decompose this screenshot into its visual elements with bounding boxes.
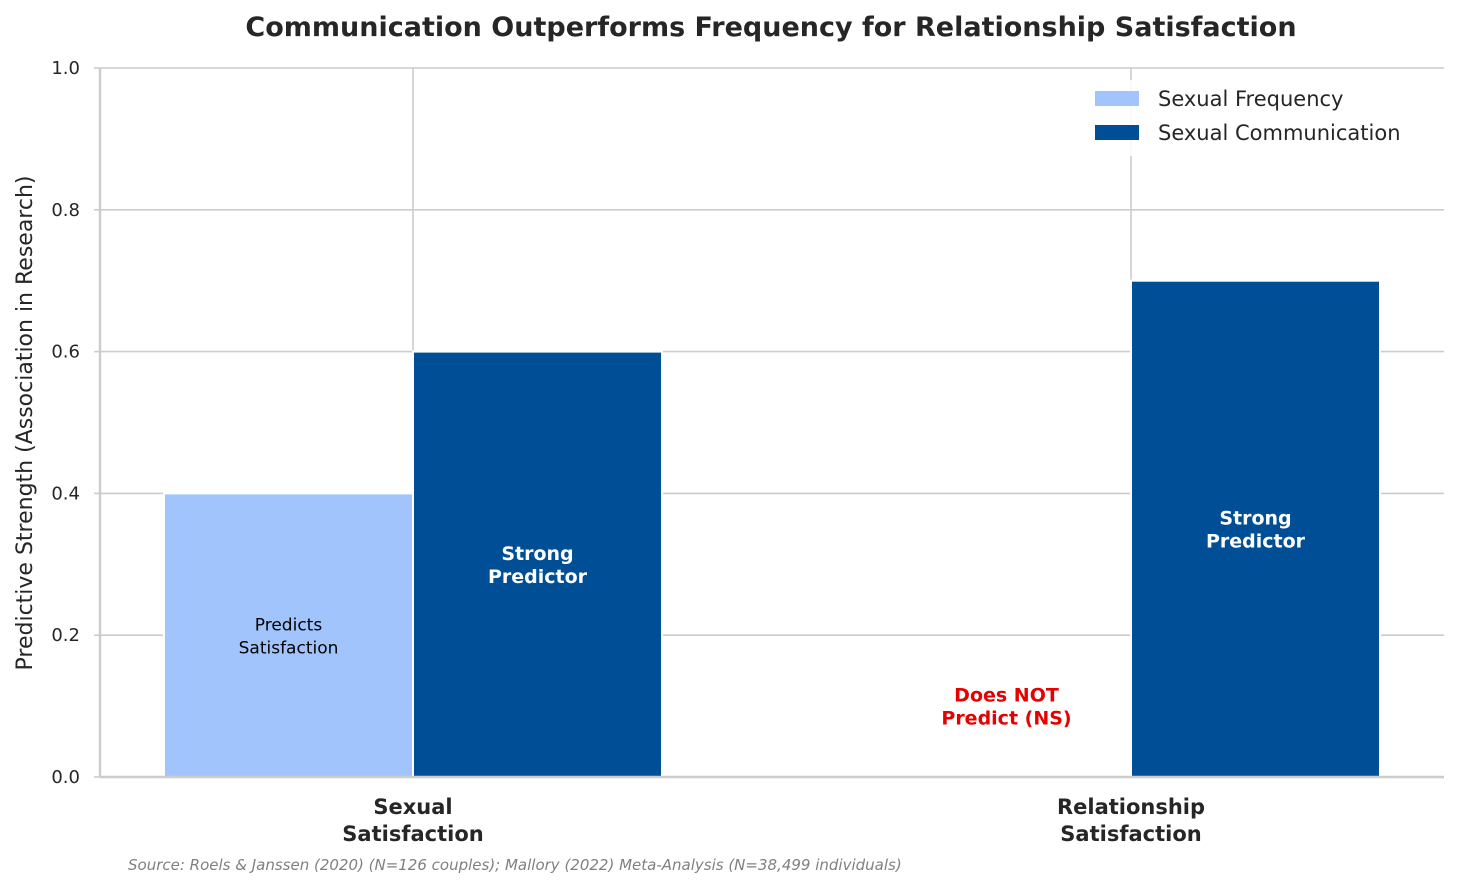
x-category-label: Satisfaction bbox=[342, 822, 483, 846]
axes bbox=[94, 67, 1444, 779]
y-tick-label: 0.6 bbox=[51, 342, 80, 363]
legend-swatch bbox=[1095, 91, 1139, 106]
legend-label: Sexual Frequency bbox=[1158, 87, 1343, 111]
y-tick-label: 0.8 bbox=[51, 200, 80, 221]
bars bbox=[163, 279, 1381, 778]
source-note: Source: Roels & Janssen (2020) (N=126 co… bbox=[128, 856, 902, 874]
y-tick-label: 0.0 bbox=[51, 767, 80, 788]
x-category-label: Relationship bbox=[1057, 795, 1205, 819]
chart-title: Communication Outperforms Frequency for … bbox=[245, 12, 1296, 43]
bar-annotation: Does NOT bbox=[954, 685, 1059, 707]
bar-annotation: Strong bbox=[1219, 507, 1291, 529]
y-tick-label: 1.0 bbox=[51, 58, 80, 79]
bar-annotation: Satisfaction bbox=[239, 639, 339, 659]
bar bbox=[412, 350, 663, 778]
bar-annotation: Predictor bbox=[1206, 530, 1306, 552]
legend-swatch bbox=[1095, 125, 1139, 140]
bar bbox=[1130, 279, 1381, 778]
legend: Sexual Frequency Sexual Communication bbox=[1084, 80, 1432, 156]
bar-annotation: Predictor bbox=[488, 566, 588, 588]
bar-annotation: Predicts bbox=[255, 616, 323, 636]
y-axis-label: Predictive Strength (Association in Rese… bbox=[13, 176, 38, 671]
bar-annotation: Strong bbox=[501, 543, 573, 565]
legend-label: Sexual Communication bbox=[1158, 121, 1401, 145]
y-tick-label: 0.2 bbox=[51, 625, 80, 646]
x-category-labels: Sexual Satisfaction Relationship Satisfacti… bbox=[342, 795, 1205, 846]
x-category-label: Sexual bbox=[373, 795, 452, 819]
y-tick-labels: 0.0 0.2 0.4 0.6 0.8 1.0 bbox=[51, 58, 80, 788]
bar-annotation: Predict (NS) bbox=[941, 708, 1071, 730]
y-tick-label: 0.4 bbox=[51, 483, 80, 504]
x-category-label: Satisfaction bbox=[1060, 822, 1201, 846]
legend-box bbox=[1084, 80, 1432, 156]
